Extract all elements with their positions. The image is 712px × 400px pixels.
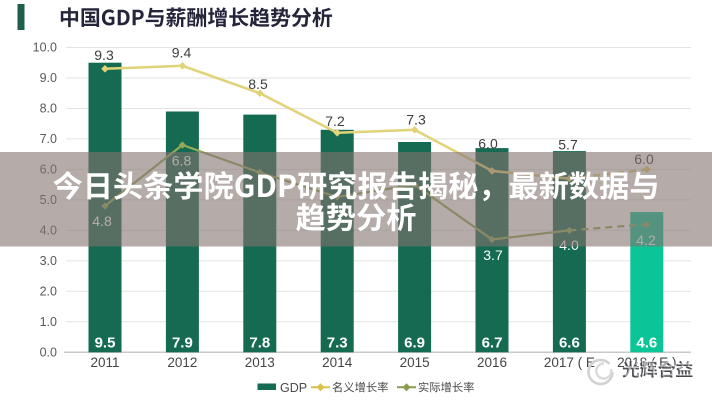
- svg-text:9.3: 9.3: [94, 47, 114, 63]
- svg-text:2013: 2013: [245, 355, 275, 370]
- svg-text:7.9: 7.9: [172, 335, 193, 352]
- svg-text:2012: 2012: [167, 355, 197, 370]
- svg-text:2016: 2016: [477, 355, 507, 370]
- svg-text:2014: 2014: [322, 355, 353, 370]
- svg-text:7.3: 7.3: [406, 112, 426, 128]
- svg-text:7.8: 7.8: [249, 335, 270, 352]
- svg-text:7.2: 7.2: [325, 113, 345, 129]
- svg-text:GDP: GDP: [280, 381, 307, 395]
- svg-text:2.0: 2.0: [40, 285, 57, 299]
- svg-text:9.5: 9.5: [95, 335, 116, 352]
- svg-text:7.3: 7.3: [327, 335, 348, 352]
- svg-text:5.7: 5.7: [558, 137, 578, 153]
- svg-text:9.0: 9.0: [40, 71, 57, 85]
- svg-text:1.0: 1.0: [40, 315, 57, 329]
- svg-text:6.0: 6.0: [478, 136, 498, 152]
- svg-text:2015: 2015: [400, 355, 430, 370]
- svg-text:4.6: 4.6: [636, 335, 657, 352]
- svg-text:3.7: 3.7: [483, 247, 503, 263]
- svg-text:0.0: 0.0: [40, 346, 57, 360]
- svg-text:6.9: 6.9: [404, 335, 425, 352]
- svg-text:8.0: 8.0: [40, 102, 57, 116]
- svg-text:7.0: 7.0: [40, 132, 57, 146]
- svg-text:8.5: 8.5: [248, 76, 268, 92]
- svg-text:9.4: 9.4: [172, 45, 192, 61]
- svg-text:2017 ( E: 2017 ( E: [544, 355, 595, 370]
- svg-text:6.7: 6.7: [482, 335, 503, 352]
- svg-text:2011: 2011: [90, 355, 119, 370]
- svg-text:3.0: 3.0: [40, 254, 57, 268]
- svg-text:6.6: 6.6: [559, 335, 580, 352]
- svg-text:10.0: 10.0: [33, 41, 57, 55]
